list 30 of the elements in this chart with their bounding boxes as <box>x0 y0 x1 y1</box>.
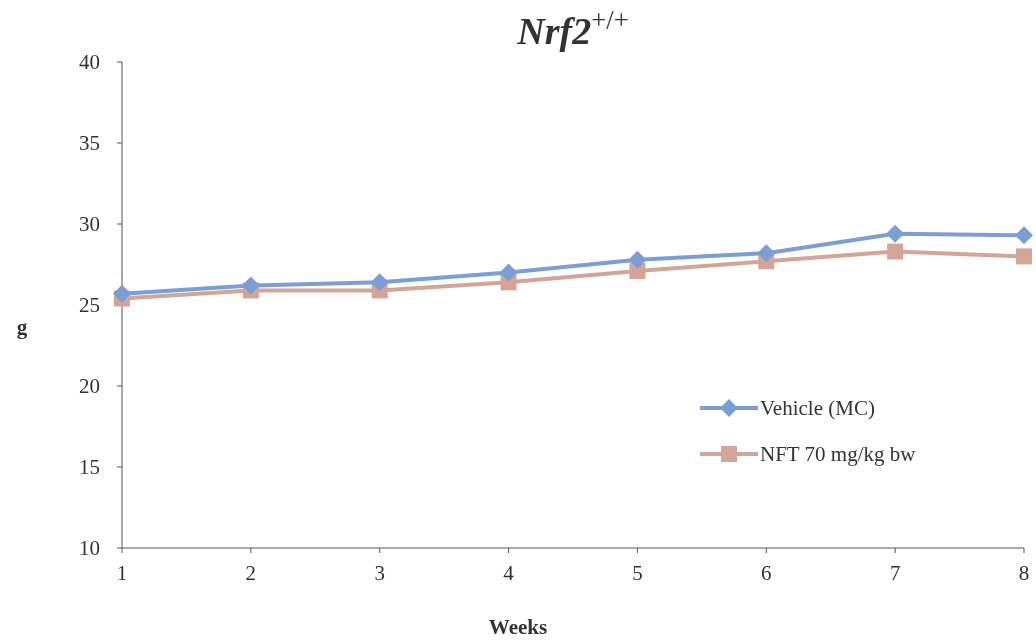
point <box>370 273 389 292</box>
legend-label: Vehicle (MC) <box>760 396 875 421</box>
point <box>113 284 131 303</box>
point <box>887 243 904 260</box>
x-tick-label: 1 <box>116 561 128 585</box>
y-tick-label: 20 <box>79 374 100 399</box>
point <box>1015 226 1033 245</box>
x-tick-label: 5 <box>632 561 643 585</box>
y-tick-label: 25 <box>79 293 100 318</box>
y-axis-title: g <box>16 315 28 339</box>
point <box>886 224 905 243</box>
point <box>1016 248 1032 265</box>
y-tick-label: 30 <box>79 212 100 237</box>
y-tick-label: 15 <box>79 455 100 480</box>
y-tick-label: 40 <box>79 50 100 75</box>
x-tick-label: 7 <box>889 561 901 585</box>
legend-label: NFT 70 mg/kg bw <box>760 442 917 467</box>
point <box>757 244 776 263</box>
x-tick-label: 8 <box>1018 561 1030 585</box>
x-tick-label: 6 <box>761 561 772 585</box>
point <box>241 276 260 295</box>
x-tick-label: 2 <box>245 561 257 585</box>
point <box>628 250 647 269</box>
y-tick-label: 10 <box>79 536 100 561</box>
point <box>499 263 518 282</box>
x-axis-title: Weeks <box>488 615 548 639</box>
x-tick-label: 4 <box>503 561 515 585</box>
y-tick-label: 35 <box>79 131 100 156</box>
chart-title: Nrf2$^{+/+}$ <box>516 5 629 52</box>
x-tick-label: 3 <box>374 561 385 585</box>
